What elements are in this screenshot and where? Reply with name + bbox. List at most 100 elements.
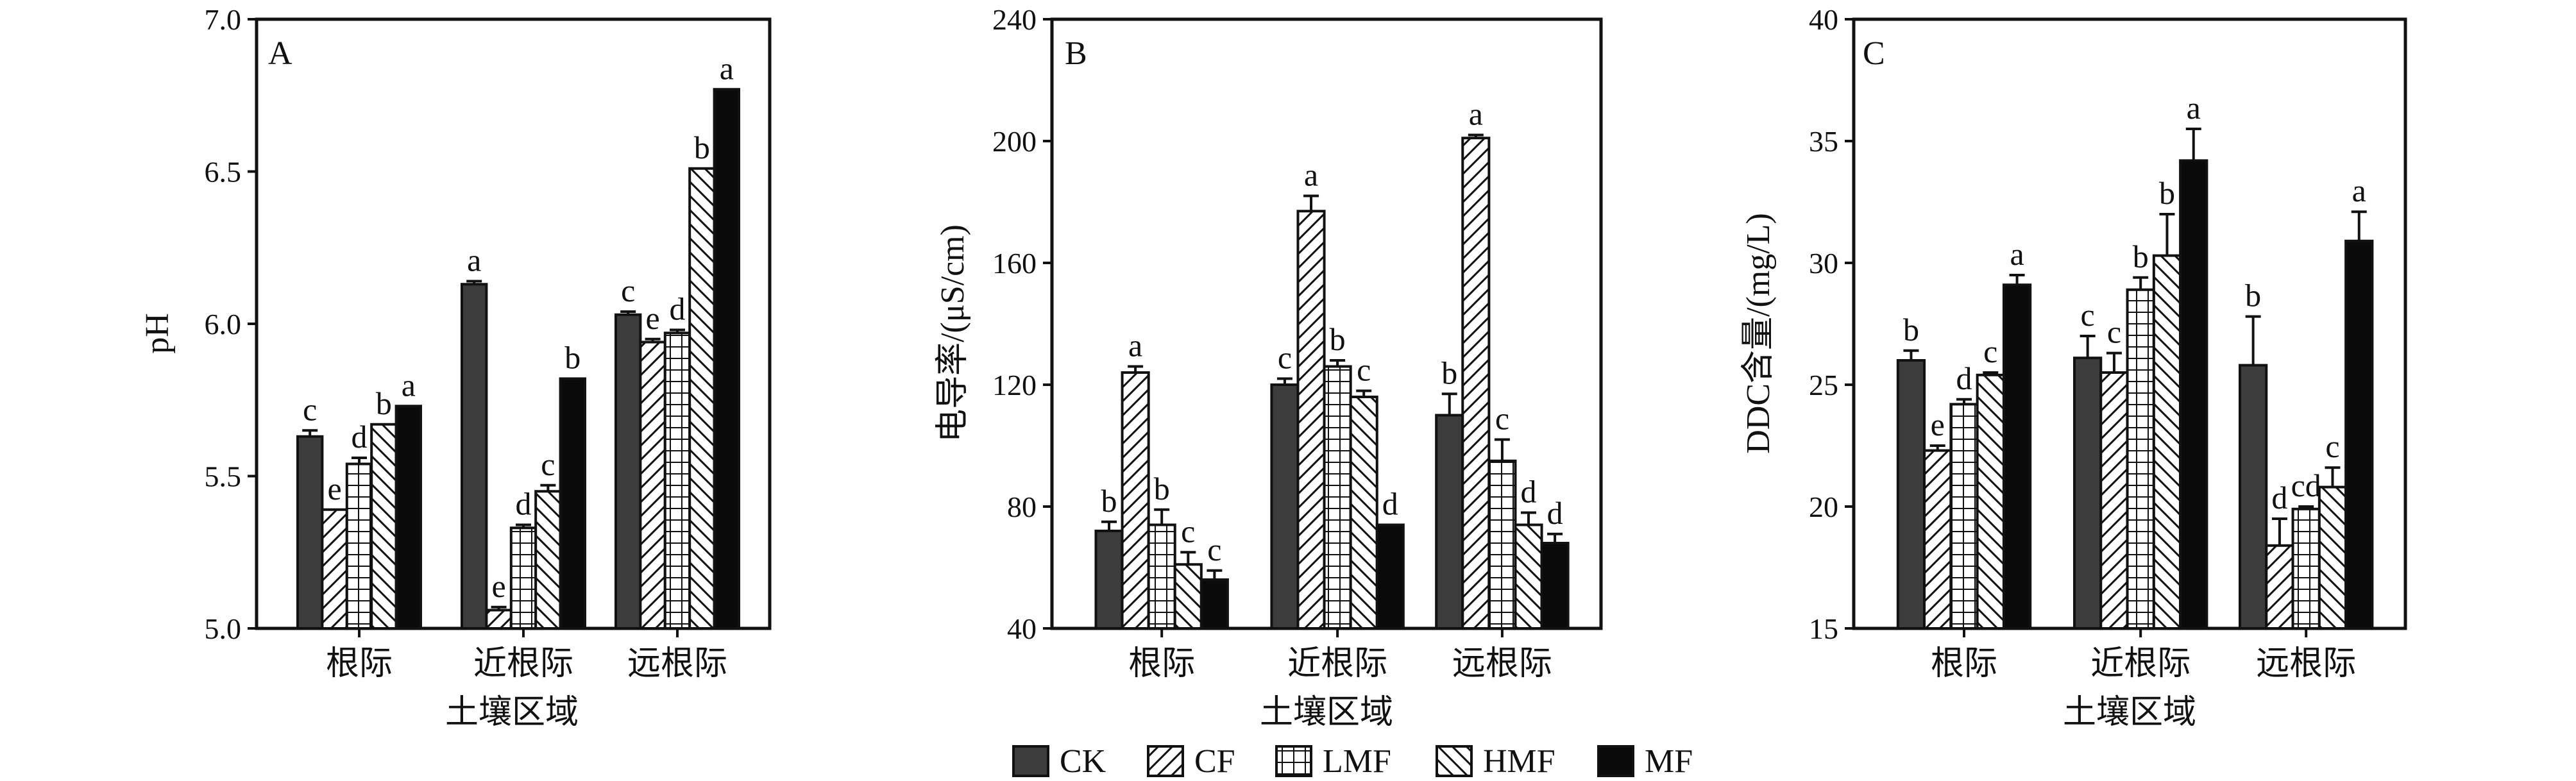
y-tick-label: 80 <box>1007 491 1037 523</box>
x-tick-label: 根际 <box>326 646 393 682</box>
significance-letter: b <box>1441 355 1457 391</box>
significance-letter: b <box>1330 321 1346 357</box>
y-tick-label: 200 <box>992 125 1037 158</box>
significance-letter: c <box>1495 401 1509 437</box>
significance-letter: e <box>1931 407 1945 442</box>
significance-letter: d <box>1382 486 1398 522</box>
x-tick-label: 远根际 <box>2256 646 2356 682</box>
x-tick-label: 近根际 <box>1287 646 1387 682</box>
bar <box>2265 544 2294 630</box>
significance-letter: c <box>541 446 555 482</box>
y-tick-label: 120 <box>992 369 1037 401</box>
legend-label-cf: CF <box>1194 743 1235 780</box>
legend-swatch-mf <box>1597 745 1634 777</box>
y-tick-label: 5.0 <box>205 612 242 645</box>
significance-letter: a <box>467 242 481 278</box>
bar <box>296 435 324 630</box>
y-tick-label: 15 <box>1809 612 1838 645</box>
significance-letter: b <box>2159 175 2175 211</box>
legend-item-lmf: LMF <box>1275 743 1391 780</box>
bar <box>2126 288 2155 630</box>
bar <box>1147 523 1176 630</box>
x-axis-label-b: 土壤区域 <box>1260 694 1393 731</box>
bar <box>1296 210 1326 630</box>
significance-letter: a <box>1304 157 1318 193</box>
bar <box>1487 459 1517 630</box>
y-tick-label: 40 <box>1007 612 1037 645</box>
significance-letter: c <box>2081 297 2095 333</box>
significance-letter: cd <box>2291 467 2321 503</box>
y-tick-label: 20 <box>1809 491 1838 523</box>
y-tick-label: 7.0 <box>205 3 242 36</box>
significance-letter: b <box>564 340 580 376</box>
y-tick-label: 6.5 <box>205 156 242 189</box>
bar <box>2099 371 2129 630</box>
bar <box>394 405 422 630</box>
y-axis-label-a: pH <box>139 313 176 354</box>
significance-letter: a <box>720 50 734 86</box>
significance-letter: d <box>352 419 368 455</box>
legend-item-hmf: HMF <box>1436 743 1555 780</box>
bar <box>485 609 513 630</box>
y-tick-label: 5.5 <box>205 460 242 493</box>
significance-letter: a <box>2352 172 2366 208</box>
bar <box>1896 359 1926 630</box>
x-axis-label-a: 土壤区域 <box>445 694 579 731</box>
chart-panel-a: A pH 土壤区域 5.05.56.06.57.0根际cedba近根际aedcb… <box>139 3 772 731</box>
bar <box>1949 403 1979 630</box>
legend-item-mf: MF <box>1597 743 1693 780</box>
bar <box>1923 449 1953 630</box>
panel-letter-a: A <box>268 35 292 72</box>
legend-label-lmf: LMF <box>1323 743 1391 780</box>
legend: CK CF LMF HMF MF <box>1012 743 1693 780</box>
bar <box>2239 364 2268 630</box>
x-tick-label: 远根际 <box>1452 646 1552 682</box>
x-tick-label: 根际 <box>1128 646 1195 682</box>
y-axis-label-b: 电导率/(μS/cm) <box>935 224 971 442</box>
panel-letter-b: B <box>1065 35 1087 72</box>
y-axis-label-c: DDC含量/(mg/L) <box>1740 213 1777 454</box>
y-tick-label: 35 <box>1809 125 1838 158</box>
bar <box>1173 563 1203 630</box>
bar <box>1514 523 1543 630</box>
bar <box>1094 530 1124 630</box>
bar <box>509 526 538 630</box>
legend-label-mf: MF <box>1645 743 1693 780</box>
significance-letter: a <box>2187 90 2201 126</box>
significance-letter: b <box>1101 483 1117 519</box>
significance-letter: c <box>1181 513 1195 549</box>
chart-panel-b: B 电导率/(μS/cm) 土壤区域 40 80 120 160 200 240 根际 b a b… <box>935 3 1603 731</box>
significance-letter: b <box>2245 278 2261 314</box>
significance-letter: a <box>1469 96 1483 132</box>
x-axis-label-c: 土壤区域 <box>2063 694 2196 731</box>
bar <box>1461 137 1491 630</box>
y-tick-label: 25 <box>1809 369 1838 401</box>
bar <box>614 313 642 630</box>
significance-letter: d <box>1547 495 1563 531</box>
bar <box>1375 523 1405 630</box>
bar <box>713 88 740 630</box>
bar <box>2318 485 2348 630</box>
bar <box>1199 578 1229 630</box>
significance-letter: c <box>1357 352 1371 388</box>
bar <box>534 490 562 630</box>
bar <box>663 332 691 630</box>
legend-label-ck: CK <box>1060 743 1106 780</box>
legend-swatch-ck <box>1012 745 1049 777</box>
significance-letter: d <box>2271 480 2287 516</box>
bar <box>559 377 586 630</box>
significance-letter: c <box>303 391 317 427</box>
significance-letter: b <box>1903 312 1919 348</box>
bar <box>461 283 488 630</box>
significance-letter: a <box>402 367 416 403</box>
bar <box>2002 283 2032 630</box>
bar <box>1349 396 1378 630</box>
significance-letter: a <box>2010 236 2024 272</box>
legend-swatch-cf <box>1147 745 1184 777</box>
x-tick-label: 根际 <box>1931 646 1997 682</box>
bar <box>321 508 348 630</box>
significance-letter: a <box>1128 328 1142 364</box>
x-tick-label: 近根际 <box>2090 646 2190 682</box>
significance-letter: d <box>1521 474 1537 510</box>
